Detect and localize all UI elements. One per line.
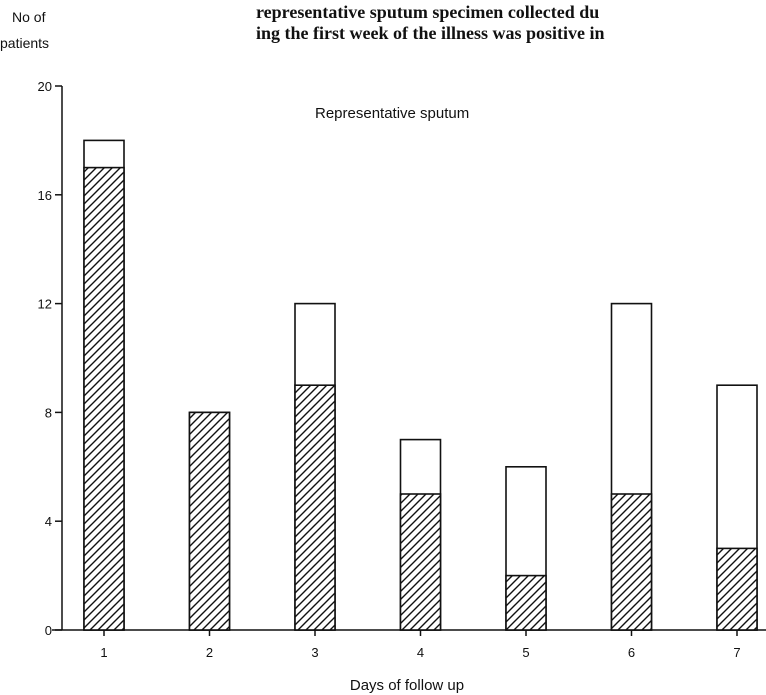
bar-hatched-day-6 <box>610 493 653 631</box>
bar-hatched-day-3 <box>294 384 336 631</box>
x-tick-label: 7 <box>733 645 740 660</box>
bars <box>83 139 758 631</box>
x-tick-label: 3 <box>311 645 318 660</box>
y-axis-label-line-2: patients <box>0 35 49 51</box>
y-tick-label: 8 <box>45 405 52 420</box>
y-tick-label: 0 <box>45 623 52 638</box>
x-axis-label: Days of follow up <box>350 677 464 694</box>
y-tick-label: 4 <box>45 514 52 529</box>
y-tick-label: 16 <box>38 188 52 203</box>
y-ticks: 0 4 8 12 16 20 <box>38 79 62 638</box>
caption-line-2: ing the first week of the illness was po… <box>256 23 605 43</box>
x-tick-label: 2 <box>206 645 213 660</box>
y-axis-label-line-1: No of <box>12 9 46 25</box>
y-tick-label: 12 <box>38 297 52 312</box>
x-tick-label: 6 <box>628 645 635 660</box>
caption-line-1: representative sputum specimen collected… <box>256 2 599 22</box>
x-tick-label: 5 <box>522 645 529 660</box>
y-tick-label: 20 <box>38 79 52 94</box>
bar-hatched-day-7 <box>716 547 758 631</box>
bar-hatched-day-5 <box>505 574 547 631</box>
bar-hatched-day-4 <box>399 493 442 631</box>
bar-hatched-day-1 <box>83 166 125 631</box>
x-ticks: 1 2 3 4 5 6 7 <box>100 630 741 660</box>
x-tick-label: 1 <box>100 645 107 660</box>
chart-title: Representative sputum <box>315 105 469 122</box>
bar-hatched-day-2 <box>188 411 231 631</box>
x-tick-label: 4 <box>417 645 424 660</box>
